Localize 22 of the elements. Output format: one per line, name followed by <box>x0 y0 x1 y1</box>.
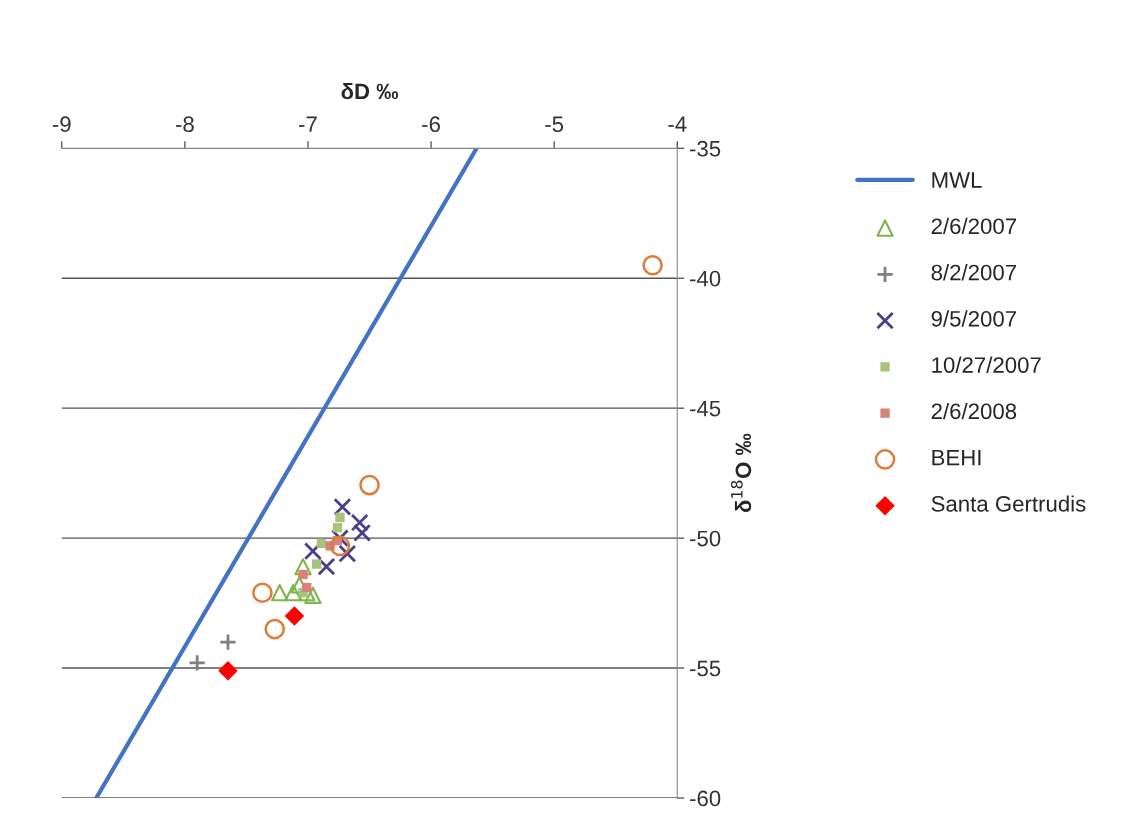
x-tick-label: -9 <box>52 116 71 133</box>
legend-label: 2/6/2007 <box>931 217 1016 235</box>
x-tick-label: -7 <box>299 116 317 132</box>
y-tick-label: -60 <box>690 790 721 807</box>
y-axis-title: δ$^{18}$O ‰ <box>730 433 752 513</box>
y-tick-label: -40 <box>690 270 721 287</box>
legend-label: MWL <box>932 172 982 188</box>
x-tick-label: -5 <box>545 116 564 133</box>
legend-label: 2/6/2008 <box>931 402 1017 420</box>
x-tick-label: -4 <box>668 116 687 132</box>
x-tick-label: -6 <box>422 116 440 133</box>
legend-label: BEHI <box>932 449 981 466</box>
legend-label: 10/27/2007 <box>932 356 1041 373</box>
x-axis-title: δD ‰ <box>341 82 399 100</box>
legend-label: 8/2/2007 <box>931 264 1016 281</box>
legend-label: Santa Gertrudis <box>931 495 1086 512</box>
y-tick-label: -45 <box>690 400 721 417</box>
legend-label: 9/5/2007 <box>931 310 1016 327</box>
y-tick-label: -55 <box>690 660 721 677</box>
y-tick-label: -35 <box>690 140 721 157</box>
x-tick-label: -8 <box>175 116 194 133</box>
y-tick-label: -50 <box>690 530 721 547</box>
